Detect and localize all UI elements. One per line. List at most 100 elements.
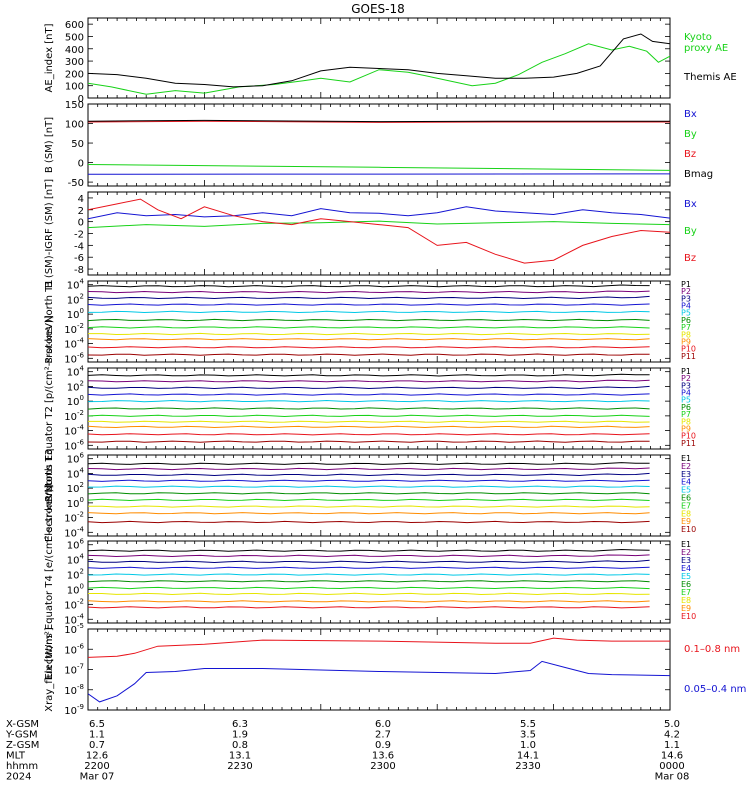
y-tick-label: 104	[67, 553, 85, 567]
time-axis-value: 1.1	[89, 730, 105, 741]
legend-e5: E5	[681, 572, 691, 581]
legend-p10: P10	[681, 432, 696, 441]
y-tick-label: 100	[67, 496, 84, 510]
series-p3-line	[88, 295, 650, 300]
y-tick-label: -6	[74, 253, 84, 264]
series-p10-line	[88, 433, 650, 436]
legend-p7: P7	[681, 410, 691, 419]
series-p7-line	[88, 326, 650, 329]
legend-e7: E7	[681, 588, 691, 597]
y-tick-label: 10-2	[64, 511, 84, 525]
legend-p9: P9	[681, 337, 691, 346]
legend-p6: P6	[681, 316, 691, 325]
time-axis-value: 5.5	[520, 719, 536, 730]
legend-e4: E4	[681, 564, 691, 573]
series-p5-line	[88, 310, 650, 314]
time-axis-value: 5.0	[664, 719, 680, 730]
y-tick-label: 200	[65, 69, 84, 80]
legend-e9: E9	[681, 604, 691, 613]
y-tick-label: 10-4	[64, 424, 84, 438]
series-e2-line	[88, 467, 650, 471]
legend-e7: E7	[681, 501, 691, 510]
y-axis-label: Xray_flux [W/m²]	[44, 627, 55, 712]
series-p11-line	[88, 440, 650, 443]
legend-e3: E3	[681, 470, 691, 479]
y-tick-label: -4	[74, 241, 84, 252]
legend-e6: E6	[681, 580, 691, 589]
y-tick-label: 104	[67, 278, 85, 292]
legend-p1: P1	[681, 280, 691, 289]
y-tick-label: 104	[67, 365, 85, 379]
legend-themis-ae: Themis AE	[683, 72, 737, 83]
series-bmag-line	[88, 119, 670, 123]
legend-p9: P9	[681, 424, 691, 433]
time-axis-value: 0000	[659, 761, 684, 772]
series-0-05-0-4-nm-line	[88, 660, 670, 703]
series-e7-line	[88, 586, 650, 590]
time-axis-label: Y-GSM	[5, 730, 38, 741]
y-tick-label: 102	[67, 292, 84, 306]
time-axis-label: hhmm	[6, 761, 38, 772]
series-e9-line	[88, 600, 650, 603]
series-e3-line	[88, 559, 650, 564]
y-tick-label: 0	[78, 218, 84, 229]
series-e4-line	[88, 479, 650, 482]
legend-e10: E10	[681, 525, 696, 534]
y-tick-label: -2	[74, 230, 84, 241]
series-p10-line	[88, 346, 650, 349]
series-bz-line	[88, 198, 670, 264]
y-tick-label: 10-9	[64, 703, 84, 717]
time-axis-value: 2.7	[375, 730, 391, 741]
series-p1-line	[88, 373, 650, 377]
series-p9-line	[88, 425, 650, 429]
y-axis-label: Electrons Equator T4 [e/(cm²-s-sr-keV)]	[44, 484, 55, 679]
time-axis-value: 3.5	[520, 730, 536, 741]
y-tick-label: 0	[78, 94, 84, 105]
y-tick-label: 400	[65, 45, 84, 56]
y-tick-label: 10-6	[64, 438, 84, 452]
panel-xray: 10-9 10-8 10-7 10-6 10-5 Xray_flux [W/m²] 0.1–…	[44, 622, 746, 717]
time-axis-label: 2024	[6, 772, 31, 783]
y-tick-label: 2	[78, 206, 84, 217]
series-p4-line	[88, 393, 650, 396]
time-axis-label: X-GSM	[6, 719, 39, 730]
y-tick-label: 0	[78, 159, 84, 170]
y-tick-label: 100	[67, 394, 84, 408]
y-axis-label: Protons Equator T2 [p/(cm²-s-sr-keV)]	[44, 315, 55, 502]
legend-p6: P6	[681, 403, 691, 412]
y-tick-label: 10-4	[64, 337, 84, 351]
legend-p2: P2	[681, 287, 691, 296]
series-p3-line	[88, 385, 650, 390]
y-tick-label: 10-8	[64, 683, 84, 697]
series-e10-line	[88, 606, 650, 609]
legend-bz: Bz	[684, 253, 696, 264]
legend-bmag: Bmag	[684, 169, 713, 180]
series-e5-line	[88, 485, 650, 488]
series-e6-line	[88, 492, 650, 495]
panel-dbsm: -8-6-4-2024 B (SM)-IGRF (SM) [nT] Bx By Bz	[44, 179, 697, 288]
legend-p5: P5	[681, 309, 691, 318]
series-p8-line	[88, 332, 650, 336]
series-e3-line	[88, 472, 650, 477]
series-e1-line	[88, 462, 650, 465]
y-tick-label: 102	[67, 481, 84, 495]
y-tick-label: 102	[67, 379, 84, 393]
y-tick-label: 50	[71, 139, 84, 150]
time-axis-value: 6.3	[232, 719, 248, 730]
legend-p11: P11	[681, 352, 696, 361]
y-tick-label: 106	[67, 452, 85, 466]
series-p6-line	[88, 318, 650, 322]
series-p1-line	[88, 284, 650, 288]
legend-p2: P2	[681, 374, 691, 383]
y-tick-label: 150	[65, 100, 84, 111]
chart-title: GOES-18	[351, 2, 405, 16]
panel-bsm: -50 0 50 100 150 B (SM) [nT] Bx By Bz Bmag	[44, 100, 713, 189]
time-axis-label: Z-GSM	[6, 740, 39, 751]
y-tick-label: 10-7	[64, 663, 84, 677]
series-e7-line	[88, 498, 650, 502]
legend-e5: E5	[681, 486, 691, 495]
y-tick-label: 4	[78, 194, 84, 205]
